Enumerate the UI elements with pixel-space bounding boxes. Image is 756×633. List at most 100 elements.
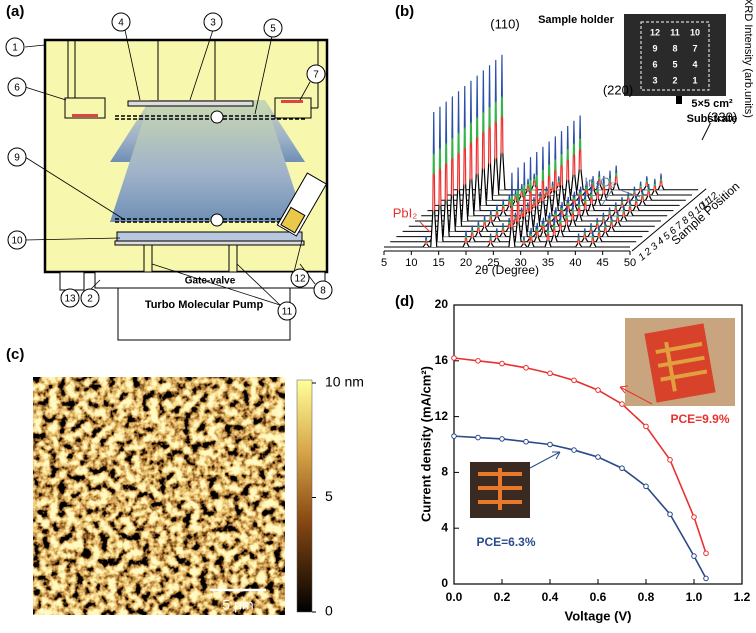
jv-point: [571, 377, 577, 384]
x-tick-label: 0.6: [590, 590, 607, 604]
xrd-peak: [498, 54, 506, 190]
jv-point: [691, 514, 697, 520]
jv-point: [691, 553, 697, 559]
xrd-peak: [563, 207, 571, 232]
chamber-diagram: [43, 38, 329, 341]
x-tick-label: 30: [515, 257, 527, 269]
jv-point: [667, 511, 673, 518]
inset-position: 11: [670, 27, 680, 37]
inset-electrodes: [478, 468, 522, 510]
xrd-peak: [607, 215, 615, 232]
callout-circle: [203, 12, 223, 32]
jv-point: [643, 423, 649, 430]
x-tick-label: 15: [433, 257, 445, 269]
xrd-peak: [514, 167, 522, 242]
x-tick-label: 40: [569, 257, 581, 269]
callout-label: 2: [87, 294, 93, 305]
inset-electrodes: [655, 341, 708, 392]
jv-point: [547, 370, 553, 377]
x-tick-label: 20: [460, 257, 472, 269]
annotation-arrow: [601, 189, 641, 206]
callout-circle: [60, 288, 80, 308]
y-tick-label: 8: [441, 465, 448, 479]
xrd-peak: [556, 212, 564, 237]
jv-point: [703, 575, 709, 582]
jv-point: [523, 438, 529, 445]
xrd-peak: [493, 228, 501, 243]
xrd-peak: [448, 96, 456, 232]
xrd-peak: [600, 175, 608, 201]
xrd-peak: [612, 165, 620, 190]
xrd-peak: [422, 236, 430, 248]
callout-label: 7: [313, 70, 319, 81]
callout-circle: [263, 18, 283, 38]
jv-point: [547, 441, 553, 448]
x-tick-label: 0.8: [638, 590, 655, 604]
xrd-peak: [551, 136, 559, 211]
jv-point: [619, 465, 625, 472]
peak-annotation: (330): [707, 109, 737, 124]
inset-position: 2: [672, 75, 677, 85]
pump-label: Turbo Molecular Pump: [145, 299, 264, 311]
xrd-peak: [645, 183, 653, 201]
x-tick-label: 0.4: [542, 590, 559, 604]
xrd-peak: [493, 204, 501, 222]
xrd-peak: [651, 178, 659, 196]
annotation-arrow: [701, 123, 711, 141]
sample-tick-label: 3: [649, 241, 661, 253]
callout-circle: [290, 268, 310, 288]
jv-point: [499, 360, 505, 367]
xrd-peak: [614, 209, 622, 227]
y-axis-label: XRD Intensity (arb.units): [742, 0, 754, 118]
x-tick-label: 0.2: [494, 590, 511, 604]
inset-position: 1: [692, 75, 697, 85]
inset-position: 6: [652, 59, 657, 69]
inset-substrate: Substrate: [687, 113, 738, 125]
xrd-peak: [569, 201, 577, 227]
y-tick-label: 20: [435, 297, 449, 311]
xrd-peak: [527, 228, 535, 248]
xrd-peak: [474, 220, 482, 237]
inset-position: 9: [652, 43, 657, 53]
panel-label: (d): [395, 293, 414, 310]
annotation-arrow: [529, 451, 561, 469]
xrd-peak: [467, 80, 475, 216]
inset-position: 3: [652, 75, 657, 85]
x-tick-label: 0.0: [446, 590, 463, 604]
xrd-peak: [481, 215, 489, 232]
callout-circle: [111, 12, 131, 32]
jv-point: [475, 434, 481, 441]
y-tick-label: 4: [441, 520, 448, 534]
afm-image: [33, 377, 285, 615]
xrd-peak: [570, 120, 578, 196]
callout-label: 13: [64, 294, 76, 305]
callout-label: 11: [282, 307, 293, 318]
callout-label: 3: [210, 18, 216, 29]
annotation-arrow: [419, 221, 431, 233]
inset-stem: [676, 96, 682, 104]
callout-circle: [7, 77, 27, 97]
xrd-peak: [595, 225, 603, 243]
xrd-peak: [533, 222, 541, 243]
jv-point: [475, 358, 481, 364]
inset-size: 5×5 cm²: [691, 98, 733, 110]
xrd-peak: [544, 222, 552, 248]
sample-tick-label: 8: [680, 215, 692, 227]
colorbar-tick-label: 10 nm: [325, 374, 364, 390]
xrd-peak: [601, 220, 609, 237]
jv-point: [643, 483, 649, 490]
callout-label: 8: [320, 286, 326, 297]
colorbar-tick-label: 5: [325, 488, 333, 504]
callout-circle: [277, 301, 297, 321]
y-tick-label: 12: [435, 409, 449, 423]
xrd-peak: [587, 186, 595, 211]
callout-circle: [7, 147, 27, 167]
x-axis-label: 2θ (Degree): [475, 263, 539, 277]
xrd-peak: [487, 209, 495, 227]
xrd-peak: [436, 106, 444, 242]
legend-label: PCE=9.9%: [670, 412, 729, 426]
jv-point: [595, 454, 601, 460]
callout-circle: [7, 230, 27, 250]
